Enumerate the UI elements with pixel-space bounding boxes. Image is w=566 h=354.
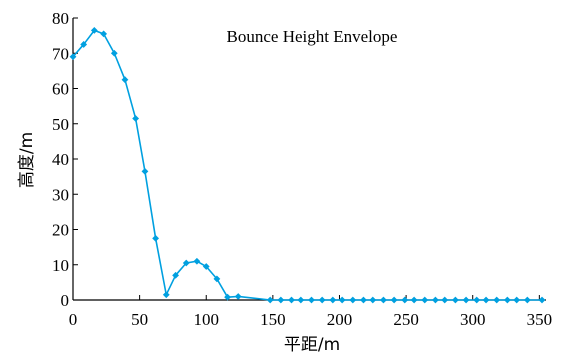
x-tick-label: 100 (193, 310, 219, 329)
data-point-marker (288, 296, 295, 304)
series-line (72, 29, 543, 301)
x-tick-label: 200 (327, 310, 353, 329)
data-point-marker (318, 296, 326, 304)
data-point-marker (462, 296, 470, 304)
data-point-marker (538, 296, 546, 304)
data-point-marker (432, 296, 439, 304)
data-point-marker (266, 296, 274, 304)
y-tick-label: 40 (52, 150, 69, 169)
data-point-marker (121, 76, 129, 84)
data-point-marker (360, 296, 367, 304)
data-point-marker (410, 296, 418, 304)
data-point-marker (473, 296, 481, 304)
data-point-marker (482, 296, 490, 304)
y-tick-label: 80 (52, 9, 69, 28)
data-point-marker (513, 296, 521, 304)
data-point-marker (329, 296, 337, 304)
y-axis-title: 高度/m (17, 132, 37, 188)
data-point-marker (213, 275, 221, 283)
data-point-marker (182, 259, 190, 267)
data-point-marker (141, 167, 149, 175)
data-point-marker (390, 296, 398, 304)
data-point-marker (193, 257, 201, 265)
chart-title: Bounce Height Envelope (227, 27, 398, 46)
y-tick-label: 30 (52, 185, 69, 204)
series-layer (69, 26, 546, 304)
data-point-marker (369, 296, 377, 304)
data-point-marker (234, 293, 242, 300)
data-point-marker (100, 30, 108, 38)
x-tick-label: 300 (460, 310, 486, 329)
data-point-marker (152, 234, 160, 242)
y-tick-label: 70 (52, 44, 69, 63)
x-axis-ticks: 0 50 100 150 200 250 300 350 (69, 295, 552, 329)
data-point-marker (80, 41, 88, 48)
y-axis-ticks: 0 10 20 30 40 50 60 70 80 (52, 9, 78, 310)
data-point-marker (277, 296, 285, 304)
data-point-marker (297, 296, 305, 304)
x-tick-label: 50 (131, 310, 148, 329)
data-point-marker (202, 263, 210, 270)
data-point-marker (162, 291, 170, 299)
y-tick-label: 60 (52, 80, 69, 99)
data-point-marker (69, 53, 77, 61)
data-point-marker (503, 296, 511, 304)
data-point-marker (401, 296, 409, 304)
data-point-marker (308, 296, 315, 304)
data-point-marker (90, 26, 98, 34)
data-point-marker (493, 296, 501, 304)
x-tick-label: 350 (527, 310, 553, 329)
y-tick-label: 50 (52, 115, 69, 134)
data-point-marker (451, 296, 459, 304)
y-tick-label: 10 (52, 256, 69, 275)
data-point-marker (421, 296, 429, 304)
x-tick-label: 150 (260, 310, 286, 329)
data-point-marker (132, 115, 140, 122)
data-point-marker (380, 296, 387, 304)
plot-frame (72, 18, 546, 301)
data-point-marker (441, 296, 449, 304)
data-point-marker (224, 293, 231, 301)
data-point-marker (523, 296, 531, 304)
data-point-marker (349, 296, 357, 304)
data-point-marker (338, 296, 346, 304)
x-axis-title: 平距/m (284, 335, 340, 354)
data-point-marker (110, 49, 118, 57)
y-tick-label: 0 (61, 291, 70, 310)
y-tick-label: 20 (52, 221, 69, 240)
x-tick-label: 0 (69, 310, 78, 329)
data-point-marker (172, 271, 179, 279)
x-tick-label: 250 (393, 310, 419, 329)
